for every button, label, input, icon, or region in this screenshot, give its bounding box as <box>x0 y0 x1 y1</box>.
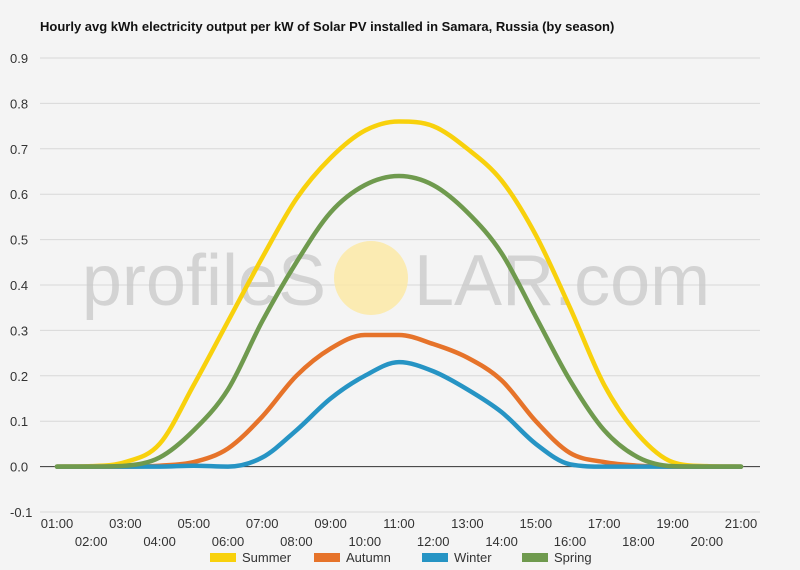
watermark-text-right: LAR.com <box>414 241 710 321</box>
legend-swatch-winter <box>422 553 448 562</box>
x-tick-label: 13:00 <box>451 516 484 531</box>
x-tick-label: 06:00 <box>212 534 245 549</box>
x-tick-label: 05:00 <box>178 516 211 531</box>
chart-title: Hourly avg kWh electricity output per kW… <box>40 19 615 34</box>
x-tick-label: 15:00 <box>520 516 553 531</box>
x-tick-label: 07:00 <box>246 516 279 531</box>
y-tick-label: 0.5 <box>10 233 28 248</box>
watermark-sun-icon <box>334 241 408 315</box>
y-tick-label: 0.3 <box>10 323 28 338</box>
x-tick-label: 01:00 <box>41 516 74 531</box>
x-tick-label: 21:00 <box>725 516 758 531</box>
watermark: profileS LAR.com <box>82 241 710 321</box>
legend-swatch-spring <box>522 553 548 562</box>
series-line-spring <box>54 173 744 469</box>
y-tick-label: 0.2 <box>10 369 28 384</box>
series-line-summer <box>54 119 744 469</box>
x-tick-label: 02:00 <box>75 534 108 549</box>
y-tick-label: 0.7 <box>10 142 28 157</box>
x-tick-label: 04:00 <box>143 534 176 549</box>
x-tick-label: 11:00 <box>383 516 415 531</box>
y-tick-label: 0.0 <box>10 460 28 475</box>
x-tick-label: 18:00 <box>622 534 655 549</box>
watermark-text-left: profileS <box>82 241 326 321</box>
legend-swatch-autumn <box>314 553 340 562</box>
y-tick-label: 0.6 <box>10 187 28 202</box>
legend-label-autumn: Autumn <box>346 550 391 565</box>
y-tick-label: 0.1 <box>10 414 28 429</box>
legend-label-spring: Spring <box>554 550 592 565</box>
y-tick-label: -0.1 <box>10 505 32 520</box>
series-lines <box>54 119 744 469</box>
series-line-winter <box>54 359 744 469</box>
y-tick-label: 0.8 <box>10 96 28 111</box>
x-tick-label: 14:00 <box>485 534 518 549</box>
x-tick-label: 10:00 <box>349 534 382 549</box>
legend: Summer Autumn Winter Spring <box>210 550 592 565</box>
legend-label-summer: Summer <box>242 550 292 565</box>
x-tick-label: 17:00 <box>588 516 621 531</box>
x-tick-label: 08:00 <box>280 534 313 549</box>
legend-swatch-summer <box>210 553 236 562</box>
x-tick-label: 03:00 <box>109 516 142 531</box>
x-tick-label: 16:00 <box>554 534 587 549</box>
x-tick-label: 20:00 <box>691 534 724 549</box>
y-tick-label: 0.9 <box>10 51 28 66</box>
x-tick-label: 12:00 <box>417 534 450 549</box>
x-tick-label: 19:00 <box>656 516 689 531</box>
legend-label-winter: Winter <box>454 550 492 565</box>
y-tick-label: 0.4 <box>10 278 28 293</box>
x-tick-label: 09:00 <box>314 516 347 531</box>
